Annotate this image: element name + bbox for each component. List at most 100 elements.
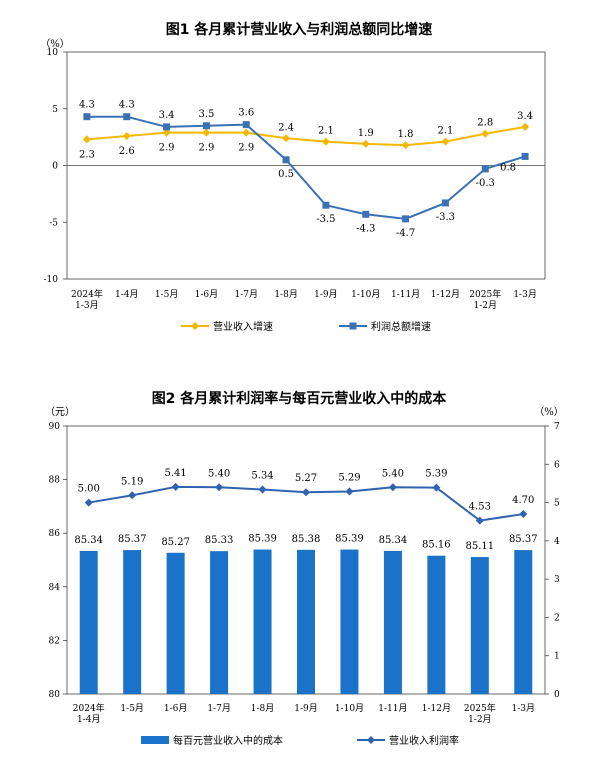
chart-1-point bbox=[163, 123, 171, 131]
chart-2-point-label: 5.27 bbox=[295, 473, 317, 484]
chart-1-point bbox=[82, 135, 91, 144]
chart-1-x-tick-label: 1-11月 bbox=[391, 289, 420, 300]
chart-1-x-tick-label: 1-6月 bbox=[195, 289, 219, 300]
chart-1-data-label: -0.3 bbox=[476, 178, 495, 189]
chart-1-data-label: -4.7 bbox=[396, 228, 415, 239]
chart-1-data-label: 3.5 bbox=[198, 109, 214, 120]
chart-2-bar bbox=[79, 550, 98, 694]
chart-2-bar bbox=[253, 549, 272, 694]
chart-1-x-tick-label: 1-7月 bbox=[235, 289, 259, 300]
chart-1-data-label: 0.8 bbox=[500, 162, 516, 173]
chart-2-bar bbox=[340, 549, 359, 694]
chart-2-x-tick-label: 1-12月 bbox=[422, 703, 451, 714]
chart-1-point bbox=[202, 122, 210, 130]
chart-1-data-label: 2.9 bbox=[159, 143, 175, 154]
chart-1-point bbox=[521, 152, 529, 160]
chart-2-y-tick-label-right: 1 bbox=[554, 652, 560, 662]
chart-1-data-label: 4.3 bbox=[119, 100, 135, 111]
chart-2-x-tick-label: 2025年 1-2月 bbox=[464, 702, 496, 725]
chart-1-data-label: -4.3 bbox=[356, 223, 375, 234]
chart-1-x-tick-label: 1-5月 bbox=[155, 289, 179, 300]
chart-2-y-tick-label-left: 90 bbox=[49, 422, 61, 432]
chart-1-y-tick-label: 0 bbox=[52, 162, 58, 172]
chart-2-bar bbox=[297, 549, 315, 694]
chart-2-y-tick-label-right: 3 bbox=[554, 575, 560, 585]
chart-1-point bbox=[401, 141, 410, 150]
chart-1-x-tick-label: 2025年 1-2月 bbox=[469, 288, 501, 311]
chart-2-point bbox=[388, 483, 397, 492]
chart-2-point-label: 5.29 bbox=[338, 472, 360, 483]
chart-2-point bbox=[345, 487, 354, 496]
chart-2-point-label: 4.53 bbox=[469, 502, 491, 513]
chart-2-point-label: 5.34 bbox=[251, 471, 273, 482]
chart-2-x-tick-label: 1-5月 bbox=[120, 703, 144, 714]
chart-1-x-tick-label: 1-12月 bbox=[431, 289, 460, 300]
chart-1-data-label: 2.1 bbox=[318, 126, 334, 137]
chart-1-x-tick-label: 1-10月 bbox=[351, 289, 380, 300]
chart-2-y-tick-label-right: 0 bbox=[554, 690, 560, 700]
chart-1-x-tick-label: 1-4月 bbox=[115, 289, 139, 300]
chart-1-point bbox=[402, 215, 410, 223]
chart-2-x-tick-label: 1-8月 bbox=[251, 703, 275, 714]
chart-2-x-tick-label: 1-9月 bbox=[294, 703, 318, 714]
chart-2-x-tick-label: 1-6月 bbox=[164, 703, 188, 714]
chart-2-point bbox=[432, 483, 441, 492]
chart-2-bar bbox=[166, 552, 185, 694]
chart-1-data-label: 4.3 bbox=[79, 100, 95, 111]
chart-2-point-label: 5.41 bbox=[165, 468, 187, 479]
chart-2-bar-label: 85.33 bbox=[205, 535, 234, 546]
chart-2-x-tick-label: 1-3月 bbox=[512, 703, 536, 714]
chart-1-x-tick-label: 2024年 1-3月 bbox=[71, 288, 103, 311]
chart-2-legend-label: 每百元营业收入中的成本 bbox=[173, 734, 283, 747]
chart-1-point bbox=[242, 121, 250, 129]
chart-2-bar bbox=[210, 551, 229, 694]
chart-1-point bbox=[322, 201, 330, 209]
chart-1-point bbox=[481, 129, 490, 138]
chart-2-point bbox=[84, 498, 93, 507]
chart-2-point-label: 5.00 bbox=[78, 484, 100, 495]
chart-1-data-label: 3.6 bbox=[238, 108, 254, 119]
chart-2: 图2 各月累计利润率与每百元营业收入中的成本 （元） （%） 90 88 86 84 82 80… bbox=[45, 390, 564, 747]
chart-1-point bbox=[362, 210, 370, 218]
chart-1-point bbox=[282, 156, 290, 164]
chart-1-data-label: -3.5 bbox=[316, 214, 335, 225]
chart-1-y-unit: （%） bbox=[40, 38, 70, 50]
chart-2-point-label: 5.40 bbox=[208, 468, 230, 479]
chart-1-point bbox=[481, 165, 489, 173]
chart-2-point bbox=[258, 485, 267, 494]
chart-1-data-label: 2.9 bbox=[238, 143, 254, 154]
chart-2-bar-label: 85.34 bbox=[74, 535, 103, 546]
chart-1-title: 图1 各月累计营业收入与利润总额同比增速 bbox=[166, 21, 433, 38]
chart-1-legend-label: 营业收入增速 bbox=[213, 320, 273, 333]
chart-1-data-label: 2.4 bbox=[278, 122, 294, 133]
chart-2-y-tick-label-left: 84 bbox=[49, 583, 61, 593]
chart-2-point bbox=[302, 488, 310, 497]
chart-2-y-unit-left: （元） bbox=[45, 406, 75, 418]
chart-2-legend-label: 营业收入利润率 bbox=[389, 734, 459, 747]
chart-2-y-tick-label-right: 2 bbox=[554, 613, 560, 623]
chart-2-bar-label: 85.27 bbox=[161, 537, 190, 548]
chart-1-point bbox=[321, 137, 330, 146]
chart-2-point bbox=[128, 491, 137, 500]
chart-2-title: 图2 各月累计利润率与每百元营业收入中的成本 bbox=[152, 390, 448, 407]
chart-1-data-label: -3.3 bbox=[436, 212, 455, 223]
chart-1-x-tick-label: 1-3月 bbox=[513, 289, 537, 300]
chart-2-bar bbox=[427, 555, 446, 694]
chart-2-point-label: 5.39 bbox=[425, 469, 447, 480]
chart-1-point bbox=[282, 134, 291, 143]
chart-1-point bbox=[122, 131, 131, 140]
chart-1-y-tick-label: 10 bbox=[47, 48, 59, 58]
chart-2-legend-swatch bbox=[141, 736, 169, 744]
chart-2-point bbox=[519, 510, 528, 519]
chart-2-bar-label: 85.39 bbox=[248, 534, 277, 545]
chart-2-bar bbox=[383, 550, 402, 694]
chart-1-point bbox=[361, 139, 370, 148]
chart-2-point bbox=[475, 516, 484, 525]
chart-2-point-label: 4.70 bbox=[512, 495, 534, 506]
chart-1-data-label: 1.9 bbox=[358, 128, 374, 139]
chart-2-bar bbox=[123, 550, 142, 694]
chart-2-y-tick-label-left: 80 bbox=[49, 690, 61, 700]
chart-2-x-tick-label: 2024年 1-4月 bbox=[73, 702, 105, 725]
chart-2-point-label: 5.40 bbox=[382, 468, 404, 479]
chart-1-data-label: 2.1 bbox=[437, 126, 453, 137]
